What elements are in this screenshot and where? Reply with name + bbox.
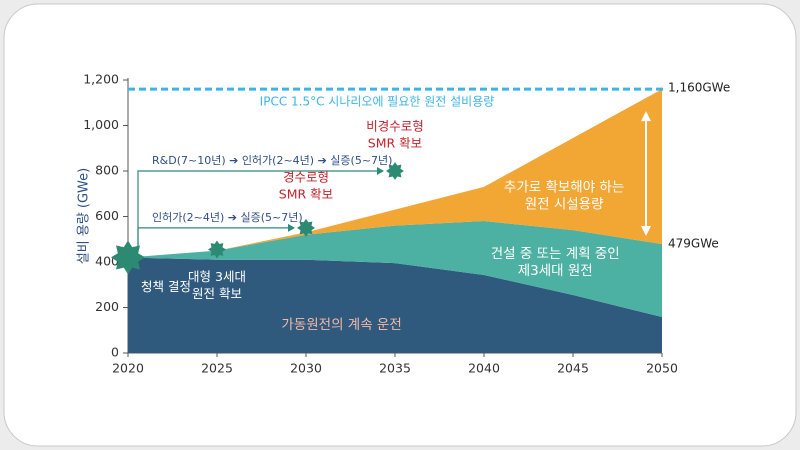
x-tick-label: 2040 [468,361,500,376]
target-label: IPCC 1.5°C 시나리오에 필요한 원전 설비용량 [260,95,495,109]
x-tick-label: 2035 [379,361,411,376]
y-tick-label: 200 [95,299,119,314]
milestone-label: 경수로형 SMR 확보 [279,169,333,201]
x-tick-label: 2045 [557,361,589,376]
x-tick-label: 2025 [201,361,233,376]
target-value-label: 1,160GWe [668,81,730,95]
area-label: 추가로 확보해야 하는 원전 시설용량 [504,180,624,213]
y-axis-label: 설비 용량 (GWe) [77,168,92,264]
milestone-label: 대형 3세대 원전 확보 [188,268,246,300]
x-tick-label: 2020 [112,361,144,376]
arrow-head [377,167,384,175]
y-tick-label: 1,000 [83,117,119,132]
milestone-star [111,240,145,275]
y-tick-label: 600 [95,208,119,223]
milestone-star [386,162,404,180]
area [128,221,662,318]
area-label: 가동원전의 계속 운전 [281,317,401,333]
end-value-label: 479GWe [668,237,719,251]
milestone-star [208,240,226,259]
arrow-head [641,111,651,122]
y-tick-label: 800 [95,163,119,178]
milestone-label: 비경수로형 SMR 확보 [366,118,424,150]
x-tick-label: 2030 [290,361,322,376]
timeline-label: 인허가(2~4년) ➔ 실증(5~7년) [152,211,303,224]
milestone-label: 청책 결정 [141,279,191,294]
x-tick-label: 2050 [646,361,678,376]
milestone-star [297,218,315,237]
y-tick-label: 0 [111,345,119,360]
timeline-label: R&D(7~10년) ➔ 인허가(2~4년) ➔ 실증(5~7년) [152,154,392,167]
arrow-head [641,226,651,237]
area [128,257,662,353]
area [128,89,662,258]
timeline-line [137,170,381,248]
arrow-head [288,223,295,232]
area-label: 건설 중 또는 계획 중인 제3세대 원전 [491,246,620,279]
y-tick-label: 1,200 [83,72,119,87]
